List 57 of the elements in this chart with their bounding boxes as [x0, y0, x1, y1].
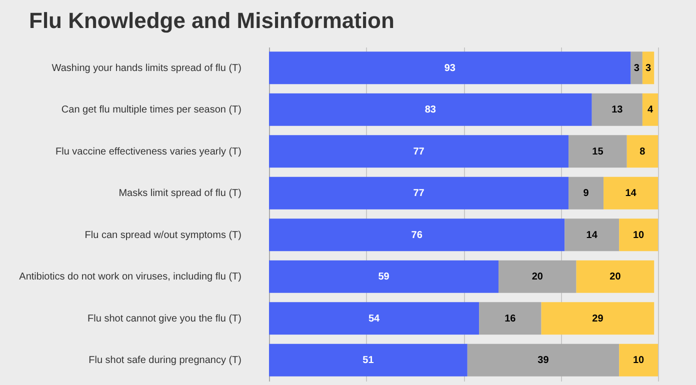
bar: [269, 260, 499, 293]
data-label: 20: [610, 272, 622, 283]
bar: [269, 52, 631, 84]
bar: [269, 344, 468, 376]
bar: [642, 93, 658, 126]
data-label: 9: [583, 188, 590, 200]
y-tick-label: Antibiotics do not work on viruses, including flu (T): [19, 272, 242, 283]
y-tick-label: Flu can spread w/out symptoms (T): [84, 230, 242, 241]
bar: [592, 93, 642, 126]
bar: [619, 344, 658, 376]
bar: [479, 302, 542, 335]
data-label: 13: [612, 104, 624, 116]
data-label: 54: [368, 313, 380, 324]
y-tick-label: Flu shot safe during pregnancy (T): [88, 355, 242, 366]
bar: [604, 176, 658, 210]
bar: [269, 176, 569, 210]
bar: [568, 176, 604, 210]
bar: [269, 302, 480, 335]
bar: [576, 260, 654, 293]
bar: [467, 344, 620, 376]
data-label: 8: [640, 146, 646, 158]
data-label: 39: [538, 355, 550, 366]
bar: [619, 218, 658, 252]
data-label: 4: [647, 104, 654, 116]
bar: [269, 218, 565, 252]
data-label: 14: [586, 230, 598, 241]
data-label: 14: [625, 188, 637, 200]
y-tick-label: Masks limit spread of flu (T): [118, 188, 242, 200]
bar: [626, 135, 658, 168]
data-label: 59: [378, 272, 390, 283]
bar: [269, 93, 592, 126]
data-label: 3: [634, 62, 640, 74]
data-label: 51: [362, 355, 374, 366]
bar: [269, 135, 569, 168]
bar: [642, 52, 654, 84]
bar: [568, 135, 627, 168]
data-label: 15: [592, 146, 604, 158]
data-label: 77: [413, 188, 425, 200]
data-label: 83: [424, 104, 436, 116]
data-label: 10: [632, 230, 645, 241]
y-tick-label: Washing your hands limits spread of flu (T): [52, 62, 242, 74]
bar: [498, 260, 576, 293]
data-label: 93: [444, 62, 456, 74]
y-tick-label: Can get flu multiple times per season (T): [61, 104, 242, 116]
data-label: 20: [532, 272, 544, 283]
data-label: 76: [411, 230, 423, 241]
y-tick-label: Flu vaccine effectiveness varies yearly (T): [56, 146, 242, 158]
chart-title: Flu Knowledge and Misinformation: [29, 8, 394, 33]
data-label: 16: [504, 313, 516, 324]
bar: [541, 302, 654, 335]
data-label: 29: [592, 313, 604, 324]
bar: [564, 218, 620, 252]
data-label: 3: [645, 62, 652, 74]
data-label: 10: [632, 355, 645, 366]
data-label: 77: [413, 146, 425, 158]
bar: [630, 52, 642, 84]
y-tick-label: Flu shot cannot give you the flu (T): [88, 313, 242, 324]
